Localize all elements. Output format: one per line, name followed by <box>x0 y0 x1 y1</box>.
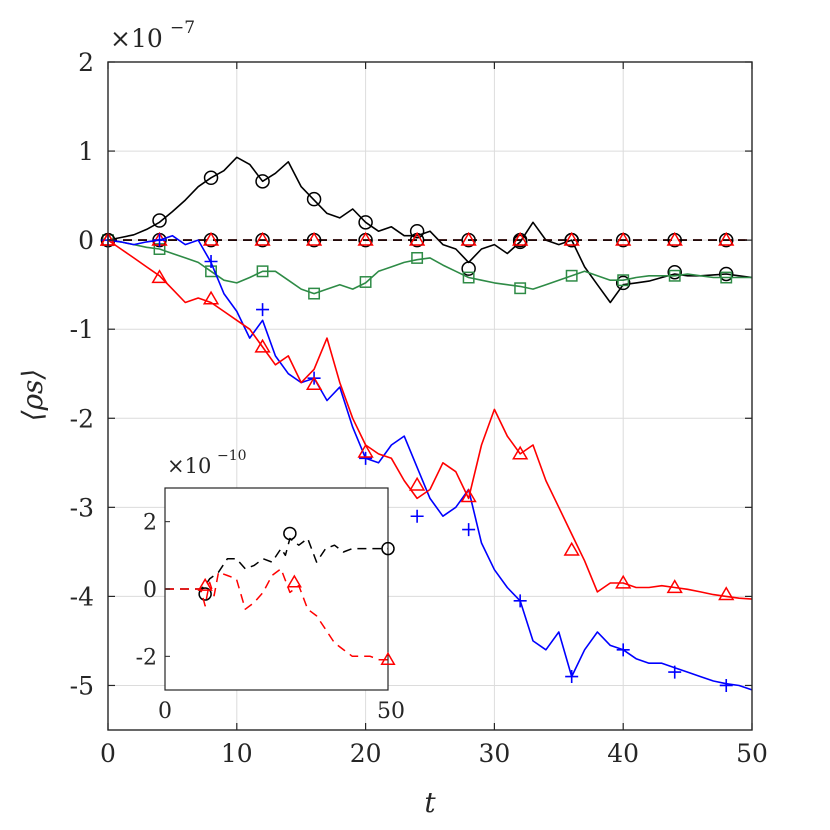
marker-black-circles <box>667 264 682 280</box>
marker-blue-plus <box>153 233 167 247</box>
y-tick-label: -3 <box>70 493 94 522</box>
marker-inset-black <box>283 526 297 541</box>
marker-blue-plus <box>204 255 218 269</box>
y-axis-label: ⟨ρs⟩ <box>16 369 49 422</box>
marker-red-triangles-zero <box>666 231 683 246</box>
y-tick-label: -4 <box>70 582 94 611</box>
marker-green-squares <box>411 251 424 264</box>
x-tick-label: 20 <box>350 739 382 768</box>
marker-red-triangles <box>305 376 323 391</box>
marker-inset-black <box>198 587 212 601</box>
marker-blue-plus <box>668 665 682 679</box>
marker-black-circles <box>409 223 425 239</box>
marker-inset-red <box>197 577 213 591</box>
marker-green-squares <box>617 274 630 287</box>
marker-green-squares <box>514 282 527 295</box>
inset-series <box>165 526 396 665</box>
inset-y-tick-label: 0 <box>143 578 157 603</box>
x-tick-label: 50 <box>736 739 768 768</box>
inset-x-tick-label: 50 <box>377 699 405 724</box>
marker-red-triangles-zero <box>408 231 426 246</box>
marker-black-circles <box>615 275 631 291</box>
inset-ticks: 0 50 2 0 -2 <box>136 511 405 724</box>
marker-inset-red <box>286 574 302 588</box>
marker-red-triangles-zero <box>357 231 374 246</box>
marker-black-circles <box>203 170 219 186</box>
marker-red-triangles <box>563 541 580 556</box>
x-tick-label: 30 <box>478 739 510 768</box>
marker-red-triangles <box>408 476 426 491</box>
y-tick-label: -1 <box>70 315 94 344</box>
series-line-red-triangles <box>107 239 753 600</box>
marker-red-triangles <box>718 586 735 601</box>
marker-blue-plus <box>719 678 733 692</box>
x-axis-label: t <box>424 786 436 819</box>
marker-black-circles <box>152 213 167 228</box>
y-tick-label: 1 <box>78 137 94 166</box>
marker-red-triangles-zero <box>615 231 632 246</box>
inset-y-tick-label: 2 <box>143 511 157 536</box>
inset-exponent-base: ×10 <box>167 454 211 478</box>
marker-red-triangles <box>357 443 374 458</box>
y-tick-label: -2 <box>70 404 94 433</box>
marker-green-squares <box>359 276 372 288</box>
y-exponent-power: −7 <box>170 18 195 38</box>
marker-green-squares <box>308 287 321 300</box>
marker-red-triangles-zero <box>563 231 580 246</box>
marker-red-triangles-zero <box>460 231 477 246</box>
x-tick-label: 40 <box>607 739 639 768</box>
marker-green-squares <box>720 271 733 284</box>
series-line-blue-plus <box>107 234 753 691</box>
main-axes-box <box>107 61 753 731</box>
marker-blue-plus <box>256 303 270 317</box>
marker-red-triangles-zero <box>305 231 323 246</box>
inset-exponent-power: −10 <box>217 448 247 464</box>
marker-black-circles <box>461 261 476 276</box>
y-tick-label: 2 <box>78 48 94 77</box>
marker-blue-plus <box>462 523 476 537</box>
main-series <box>99 156 753 692</box>
marker-red-triangles <box>460 488 477 503</box>
y-exponent-base: ×10 <box>110 24 163 53</box>
marker-red-triangles <box>151 269 168 284</box>
marker-blue-plus <box>616 643 630 657</box>
marker-red-triangles <box>615 574 632 589</box>
marker-blue-plus <box>565 670 579 684</box>
y-tick-label: 0 <box>78 226 94 255</box>
marker-black-circles <box>255 174 270 189</box>
marker-red-triangles <box>666 579 683 594</box>
marker-red-triangles-zero <box>254 231 271 246</box>
marker-green-squares <box>668 269 681 282</box>
marker-green-squares <box>462 271 475 284</box>
marker-red-triangles <box>202 290 220 305</box>
marker-red-triangles-zero <box>718 231 735 246</box>
marker-blue-plus <box>359 451 373 465</box>
marker-black-circles <box>358 215 373 230</box>
marker-blue-plus <box>410 509 424 523</box>
marker-red-triangles-zero <box>512 231 529 246</box>
x-tick-label: 0 <box>100 739 116 768</box>
series-line-black-circles <box>107 156 753 304</box>
marker-black-circles <box>306 191 322 207</box>
inset-plot: 0 50 2 0 -2 ×10 −10 <box>136 448 405 724</box>
marker-red-triangles-zero <box>202 231 220 246</box>
x-tick-label: 10 <box>221 739 253 768</box>
marker-inset-red <box>380 651 396 665</box>
series-line-inset-red <box>165 568 388 661</box>
inset-y-tick-label: -2 <box>136 645 157 670</box>
marker-red-triangles <box>512 445 529 460</box>
marker-black-circles <box>718 266 734 282</box>
marker-green-squares <box>565 269 578 282</box>
marker-inset-black <box>381 541 395 556</box>
y-tick-label: -5 <box>70 671 94 700</box>
inset-x-tick-label: 0 <box>158 699 172 724</box>
marker-red-triangles <box>254 338 271 353</box>
marker-blue-plus <box>513 594 527 608</box>
marker-green-squares <box>256 265 269 278</box>
